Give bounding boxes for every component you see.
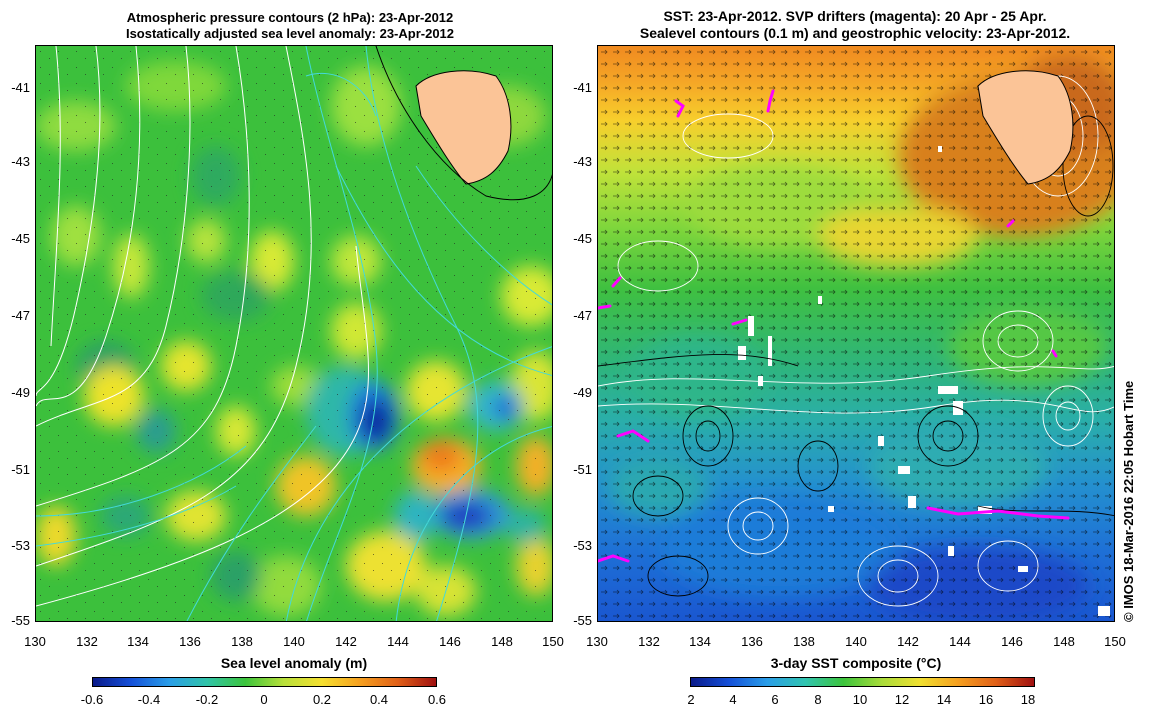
left-y-tick: -45 — [11, 231, 30, 246]
left-title-line2: Isostatically adjusted sea level anomaly… — [125, 26, 455, 41]
sla-colorbar-tick: 0.2 — [312, 692, 332, 707]
sst-colorbar-tick: 6 — [771, 692, 779, 707]
sea-level-anomaly-map[interactable] — [35, 45, 553, 622]
right-y-tick: -45 — [573, 231, 592, 246]
sla-colorbar-tick: 0.4 — [369, 692, 389, 707]
right-x-tick: 142 — [897, 634, 919, 649]
sst-colorbar — [690, 677, 1035, 687]
left-title-line1: Atmospheric pressure contours (2 hPa): 2… — [126, 10, 454, 25]
sst-colorbar-tick: 8 — [814, 692, 822, 707]
right-x-tick: 136 — [741, 634, 763, 649]
right-y-tick: -47 — [573, 308, 592, 323]
right-title: SST: 23-Apr-2012. SVP drifters (magenta)… — [595, 8, 1115, 42]
right-x-tick: 150 — [1104, 634, 1126, 649]
right-x-tick: 144 — [949, 634, 971, 649]
left-x-tick: 142 — [335, 634, 357, 649]
left-title: Atmospheric pressure contours (2 hPa): 2… — [30, 10, 550, 42]
sst-map-svg — [598, 46, 1114, 621]
sla-colorbar-tick: -0.4 — [137, 692, 161, 707]
sealevel-contours-black — [598, 115, 1114, 597]
sst-colorbar-tick: 14 — [936, 692, 952, 707]
right-x-tick: 130 — [586, 634, 608, 649]
left-x-tick: 144 — [387, 634, 409, 649]
right-x-tick: 134 — [689, 634, 711, 649]
sst-colorbar-tick: 18 — [1020, 692, 1036, 707]
left-colorbar-label: Sea level anomaly (m) — [220, 655, 368, 671]
left-y-tick: -49 — [11, 385, 30, 400]
sla-colorbar-tick: 0 — [260, 692, 268, 707]
left-y-tick: -47 — [11, 308, 30, 323]
svp-drifter-tracks — [598, 89, 1070, 563]
right-title-line2: Sealevel contours (0.1 m) and geostrophi… — [639, 25, 1071, 41]
sst-map[interactable] — [597, 45, 1115, 622]
sla-colorbar — [92, 677, 437, 687]
right-x-tick: 132 — [638, 634, 660, 649]
right-x-tick: 138 — [793, 634, 815, 649]
sla-contours — [36, 46, 552, 621]
left-y-tick: -51 — [11, 462, 30, 477]
sla-colorbar-tick: -0.2 — [195, 692, 219, 707]
tasmania-land — [415, 70, 512, 185]
left-x-tick: 138 — [231, 634, 253, 649]
cloud-mask — [738, 146, 1110, 616]
sst-colorbar-tick: 2 — [687, 692, 695, 707]
right-x-tick: 146 — [1001, 634, 1023, 649]
left-x-tick: 150 — [542, 634, 564, 649]
imos-credit: © IMOS 18-Mar-2016 22:05 Hobart Time — [1121, 380, 1136, 622]
left-x-tick: 134 — [127, 634, 149, 649]
left-y-tick: -55 — [11, 613, 30, 628]
shelf-contour — [375, 46, 552, 201]
left-y-tick: -53 — [11, 538, 30, 553]
left-x-tick: 148 — [491, 634, 513, 649]
sla-map-svg — [36, 46, 552, 621]
right-title-line1: SST: 23-Apr-2012. SVP drifters (magenta)… — [663, 8, 1047, 24]
right-y-tick: -53 — [573, 538, 592, 553]
pressure-contours — [36, 46, 369, 607]
sst-colorbar-tick: 4 — [729, 692, 737, 707]
sealevel-contours-white — [598, 75, 1114, 607]
sst-colorbar-tick: 12 — [894, 692, 910, 707]
right-colorbar-label: 3-day SST composite (°C) — [770, 655, 942, 671]
left-x-tick: 146 — [439, 634, 461, 649]
sla-colorbar-tick: -0.6 — [80, 692, 104, 707]
right-y-tick: -41 — [573, 80, 592, 95]
right-x-tick: 140 — [845, 634, 867, 649]
sla-colorbar-tick: 0.6 — [427, 692, 447, 707]
right-y-tick: -49 — [573, 385, 592, 400]
tasmania-land — [977, 70, 1074, 185]
sst-colorbar-tick: 16 — [978, 692, 994, 707]
left-x-tick: 136 — [179, 634, 201, 649]
left-x-tick: 132 — [76, 634, 98, 649]
right-x-tick: 148 — [1053, 634, 1075, 649]
right-y-tick: -51 — [573, 462, 592, 477]
sst-colorbar-tick: 10 — [852, 692, 868, 707]
left-x-tick: 140 — [283, 634, 305, 649]
left-y-tick: -43 — [11, 154, 30, 169]
right-y-tick: -55 — [573, 613, 592, 628]
left-y-tick: -41 — [11, 80, 30, 95]
left-x-tick: 130 — [24, 634, 46, 649]
right-y-tick: -43 — [573, 154, 592, 169]
